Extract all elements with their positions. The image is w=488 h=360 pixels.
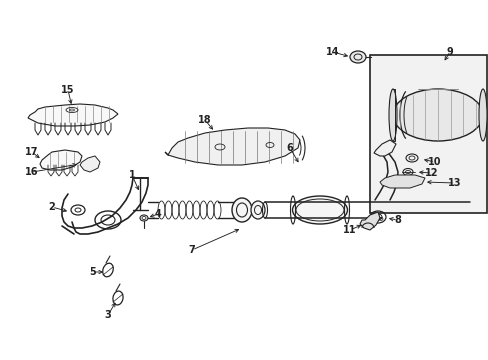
Polygon shape [379, 175, 424, 188]
Ellipse shape [349, 51, 365, 63]
Text: 3: 3 [104, 310, 111, 320]
Text: 8: 8 [394, 215, 401, 225]
Polygon shape [80, 156, 100, 172]
Ellipse shape [231, 198, 251, 222]
Polygon shape [373, 140, 395, 156]
Text: 9: 9 [446, 47, 452, 57]
Ellipse shape [392, 89, 482, 141]
Text: 10: 10 [427, 157, 441, 167]
Text: 4: 4 [154, 209, 161, 219]
Text: 15: 15 [61, 85, 75, 95]
Text: 18: 18 [198, 115, 211, 125]
Text: 5: 5 [89, 267, 96, 277]
Ellipse shape [478, 89, 486, 141]
Text: 13: 13 [447, 178, 461, 188]
Text: 14: 14 [325, 47, 339, 57]
Text: 17: 17 [25, 147, 39, 157]
Polygon shape [164, 128, 299, 165]
Text: 11: 11 [343, 225, 356, 235]
Text: 7: 7 [188, 245, 195, 255]
Ellipse shape [250, 201, 264, 219]
Polygon shape [359, 212, 379, 230]
Text: 2: 2 [48, 202, 55, 212]
Bar [369, 55, 486, 213]
Polygon shape [28, 104, 118, 126]
Ellipse shape [388, 89, 396, 141]
Text: 6: 6 [286, 143, 293, 153]
Text: 12: 12 [425, 168, 438, 178]
Polygon shape [40, 150, 82, 170]
Text: 1: 1 [128, 170, 135, 180]
Ellipse shape [292, 196, 347, 224]
Text: 16: 16 [25, 167, 39, 177]
